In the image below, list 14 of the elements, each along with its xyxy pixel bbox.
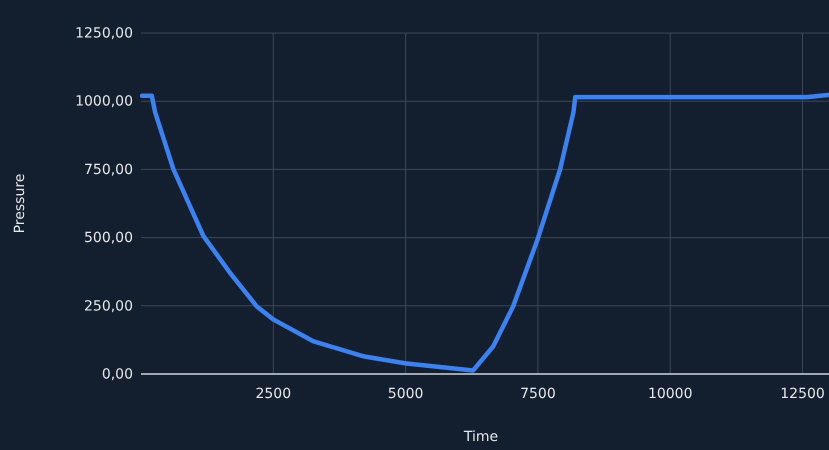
y-tick-label: 1250,00: [75, 25, 133, 42]
y-tick-label: 750,00: [84, 162, 133, 178]
y-tick-label: 500,00: [84, 230, 133, 246]
x-tick-label: 10000: [648, 386, 693, 402]
y-tick-label: 0,00: [102, 366, 133, 382]
y-tick-label: 1000,00: [75, 94, 133, 110]
x-tick-label: 5000: [388, 386, 424, 402]
x-axis-title: Time: [462, 429, 498, 445]
line-series: [140, 92, 829, 373]
x-tick-label: 12500: [780, 386, 825, 402]
x-tick-label: 2500: [255, 386, 292, 402]
x-tick-label: 7500: [520, 386, 556, 402]
y-axis-title: Pressure: [12, 174, 28, 234]
y-tick-label: 250,00: [84, 298, 133, 314]
